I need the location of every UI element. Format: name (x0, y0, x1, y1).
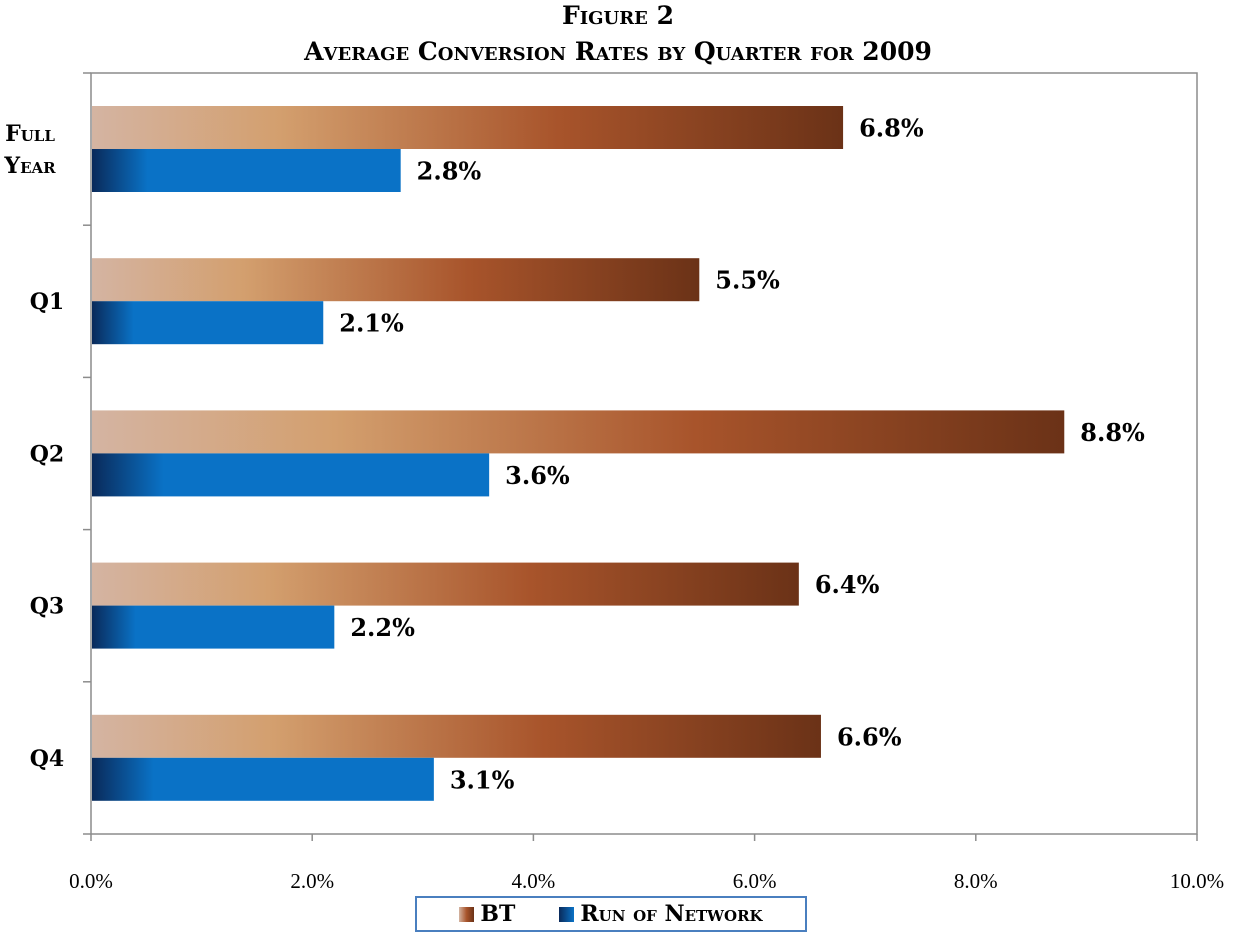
legend-label-run-of-network: Run of Network (580, 901, 763, 927)
legend: BT Run of Network (415, 896, 807, 932)
data-label-run-of-network: 3.1% (450, 765, 515, 794)
legend-label-bt: BT (480, 901, 516, 927)
bar-bt (92, 714, 821, 758)
x-tick-label: 6.0% (733, 869, 777, 893)
legend-swatch-bt (459, 906, 475, 922)
x-tick-label: 8.0% (954, 869, 998, 893)
data-label-bt: 6.8% (859, 114, 924, 143)
chart-subtitle: Average Conversion Rates by Quarter for … (304, 37, 932, 66)
legend-item-run-of-network: Run of Network (559, 901, 763, 927)
bar-run-of-network (92, 605, 335, 649)
x-tick-label: 0.0% (69, 869, 113, 893)
bar-bt (92, 562, 799, 606)
y-category-label: Year (3, 153, 56, 179)
x-tick-label: 4.0% (512, 869, 556, 893)
data-label-run-of-network: 2.8% (417, 157, 482, 186)
data-label-bt: 6.6% (837, 722, 902, 751)
bar-bt (92, 106, 844, 149)
legend-item-bt: BT (459, 901, 515, 927)
data-label-bt: 5.5% (715, 266, 780, 295)
bar-run-of-network (92, 453, 490, 497)
y-category-label: Q3 (30, 594, 64, 620)
legend-swatch-run-of-network (559, 906, 575, 922)
data-label-run-of-network: 3.6% (505, 461, 570, 490)
chart-title: Figure 2 (561, 1, 674, 30)
y-category-label: Full (5, 121, 55, 147)
bar-bt (92, 258, 700, 302)
bar-bt (92, 410, 1065, 454)
x-tick-label: 10.0% (1170, 869, 1224, 893)
x-tick-label: 2.0% (290, 869, 334, 893)
data-label-run-of-network: 2.2% (350, 613, 415, 642)
data-label-bt: 6.4% (815, 570, 880, 599)
data-label-bt: 8.8% (1080, 418, 1145, 447)
data-label-run-of-network: 2.1% (339, 309, 404, 338)
bar-run-of-network (92, 149, 401, 192)
y-category-label: Q4 (30, 746, 64, 772)
bar-run-of-network (92, 757, 434, 801)
y-category-label: Q2 (30, 441, 64, 467)
bar-run-of-network (92, 301, 324, 345)
plot-area-frame (90, 72, 1198, 835)
y-category-label: Q1 (30, 289, 64, 315)
